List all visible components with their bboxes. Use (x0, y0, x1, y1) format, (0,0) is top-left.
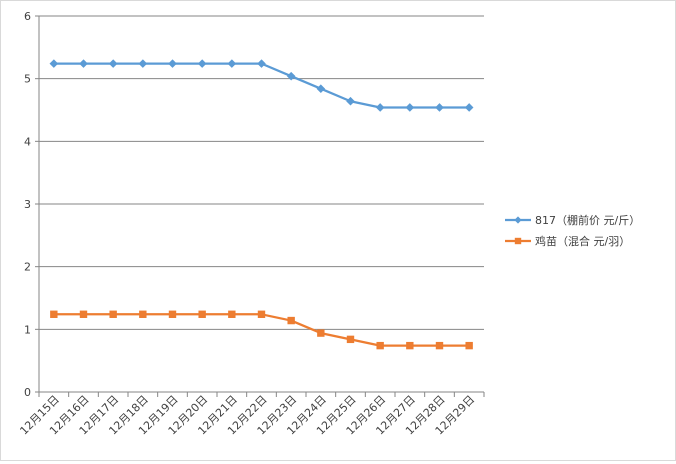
data-point (138, 59, 148, 68)
data-point (79, 59, 88, 68)
series-line (53, 62, 470, 109)
data-point (346, 335, 355, 344)
legend: 817（棚前价 元/斤） 鸡苗（混合 元/羽） (505, 213, 640, 248)
y-tick-label: 1 (24, 323, 31, 336)
data-point (168, 59, 177, 68)
data-point (198, 310, 206, 318)
y-tick-label: 0 (24, 386, 31, 399)
data-point (286, 71, 296, 81)
series-1 (50, 310, 473, 350)
data-point (257, 59, 266, 68)
legend-label: 鸡苗（混合 元/羽） (535, 234, 630, 248)
data-point (405, 103, 415, 112)
legend-marker (514, 216, 522, 224)
data-point (376, 341, 384, 350)
series-line (53, 313, 470, 347)
data-point (346, 96, 355, 106)
data-point (317, 329, 325, 337)
data-point (108, 59, 118, 68)
data-point (464, 103, 474, 112)
data-point (139, 310, 147, 318)
data-point (197, 59, 207, 68)
data-point (50, 310, 58, 318)
data-point (228, 310, 236, 318)
y-tick-label: 3 (24, 198, 31, 211)
data-point (435, 341, 444, 350)
data-point (406, 341, 414, 350)
legend-label: 817（棚前价 元/斤） (535, 213, 640, 227)
series-layer (49, 59, 474, 350)
legend-item-1: 鸡苗（混合 元/羽） (505, 234, 630, 248)
gridlines (39, 15, 484, 330)
x-tick-labels: 12月15日12月16日12月17日12月18日12月19日12月20日12月2… (17, 393, 477, 438)
legend-marker (514, 237, 522, 245)
data-point (79, 310, 88, 318)
y-tick-label: 5 (24, 73, 31, 86)
data-point (287, 316, 295, 325)
data-point (316, 84, 326, 94)
axes (35, 15, 485, 397)
y-tick-label: 4 (24, 135, 31, 148)
data-point (257, 310, 266, 318)
legend-item-0: 817（棚前价 元/斤） (505, 213, 640, 227)
data-point (435, 103, 444, 112)
data-point (465, 341, 473, 350)
data-point (227, 59, 237, 68)
y-tick-label: 6 (24, 10, 31, 23)
series-0 (49, 59, 474, 112)
y-tick-label: 2 (24, 261, 31, 274)
data-point (168, 310, 177, 318)
data-point (109, 310, 117, 318)
y-tick-labels: 0 1 2 3 4 5 6 (24, 10, 31, 399)
data-point (49, 59, 59, 68)
data-point (375, 103, 385, 112)
